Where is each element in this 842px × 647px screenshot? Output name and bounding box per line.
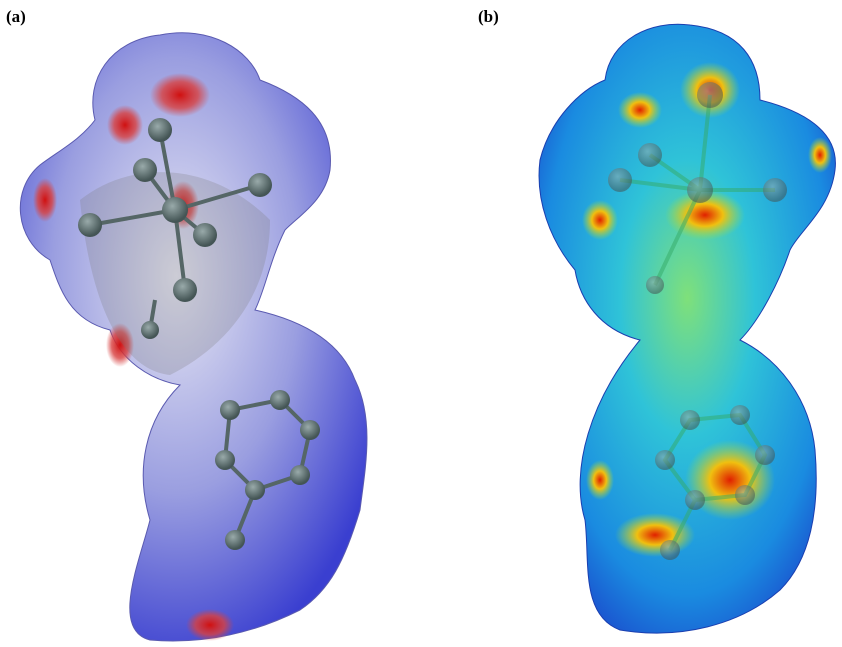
contact-spot [107, 105, 143, 145]
contact-spot [33, 178, 57, 222]
contact-spot [150, 73, 210, 117]
surface-b [538, 23, 836, 634]
cutaway [80, 172, 270, 375]
panel-label: (a) [6, 7, 26, 26]
contact-spot [582, 200, 618, 240]
contact-spot [186, 609, 234, 641]
surface-a [19, 32, 368, 642]
contact-spot [618, 92, 662, 128]
surface-outline [19, 32, 368, 642]
contact-spot [106, 323, 134, 367]
contact-spot [586, 460, 614, 500]
contact-spot [808, 137, 832, 173]
contact-spot [665, 190, 745, 240]
atoms [78, 118, 320, 550]
panel-label: (b) [478, 7, 499, 26]
atoms [608, 82, 787, 560]
